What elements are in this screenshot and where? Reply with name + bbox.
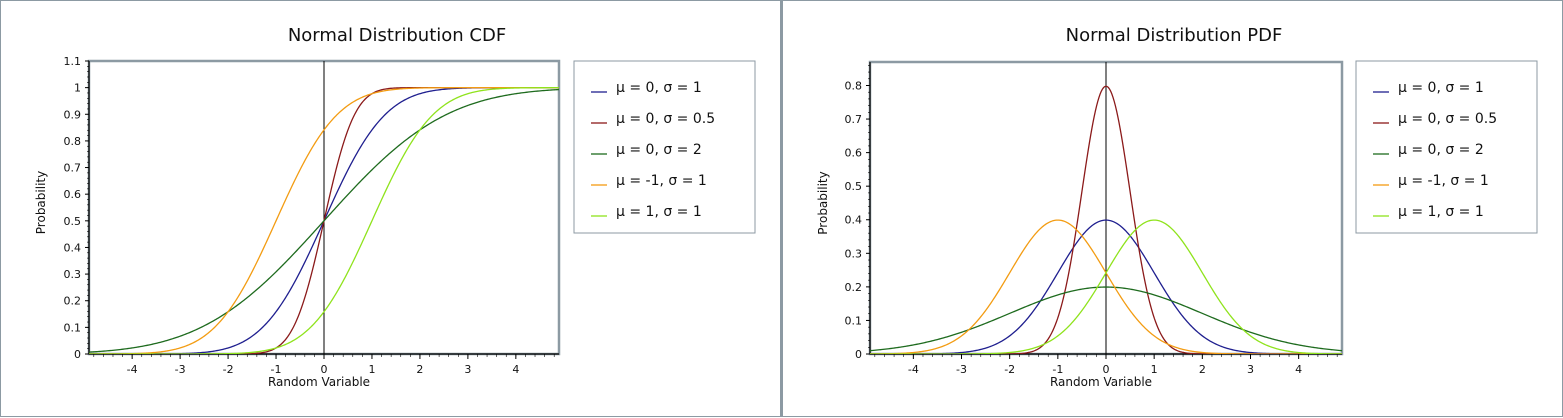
y-tick-label: 0.1: [845, 314, 863, 327]
x-tick-label: 2: [416, 363, 423, 376]
y-tick-label: 0.3: [64, 268, 82, 281]
y-tick-label: 0.9: [64, 108, 82, 121]
y-tick-label: 0.1: [64, 321, 82, 334]
y-tick-label: 0: [855, 348, 862, 361]
cdf-chart-panel: Normal Distribution CDF 0 0.1 0.2 0.3 0.4 0.5 0…: [0, 0, 781, 417]
x-tick-label: 3: [464, 363, 471, 376]
x-tick-label: 1: [1151, 363, 1158, 376]
y-tick-label: 0.8: [64, 135, 82, 148]
legend-entry: μ = 0, σ = 0.5: [1398, 111, 1497, 127]
cdf-chart: Normal Distribution CDF 0 0.1 0.2 0.3 0.4 0.5 0…: [34, 25, 756, 389]
y-tick-label: 0.4: [845, 214, 863, 227]
series-line-2: [89, 88, 559, 353]
series-line-4: [89, 87, 559, 354]
y-tick-label: 0.3: [845, 247, 863, 260]
x-tick-label: 4: [1295, 363, 1302, 376]
y-tick-label: 0.2: [64, 295, 82, 308]
y-tick-label: 0.4: [64, 241, 82, 254]
x-tick-label: 0: [321, 363, 328, 376]
x-tick-label: 1: [368, 363, 375, 376]
legend: μ = 0, σ = 1 μ = 0, σ = 0.5 μ = 0, σ = 2 μ …: [573, 60, 756, 234]
x-axis-label: Random Variable: [1050, 375, 1152, 389]
x-tick-label: -1: [271, 363, 282, 376]
legend-entry: μ = 0, σ = 2: [1398, 142, 1484, 158]
x-tick-label: -4: [127, 363, 138, 376]
x-tick-label: -3: [175, 363, 186, 376]
y-axis-label: Probability: [816, 171, 830, 234]
x-axis-label: Random Variable: [268, 375, 370, 389]
legend-entry: μ = 1, σ = 1: [1398, 204, 1484, 220]
y-axis-label: Probability: [34, 171, 48, 234]
series-line-3: [89, 86, 559, 354]
y-tick-label: 0: [74, 348, 81, 361]
y-tick-label: 0.7: [64, 162, 82, 175]
chart-title: Normal Distribution PDF: [1066, 25, 1283, 46]
chart-title: Normal Distribution CDF: [288, 25, 506, 46]
legend-box: [1355, 60, 1538, 234]
legend-entry: μ = -1, σ = 1: [1398, 173, 1489, 189]
y-tick-label: 1: [74, 82, 81, 95]
x-tick-label: 2: [1199, 363, 1206, 376]
y-tick-label: 0.6: [64, 188, 82, 201]
series-line-1: [870, 85, 1342, 354]
legend-entry: μ = -1, σ = 1: [616, 173, 707, 189]
y-tick-label: 0.8: [845, 79, 863, 92]
legend-box: [573, 60, 756, 234]
y-tick-label: 0.2: [845, 281, 863, 294]
x-tick-label: 3: [1247, 363, 1254, 376]
pdf-chart-panel: Normal Distribution PDF 0 0.1 0.2 0.3 0.4 0.5 0…: [781, 0, 1563, 417]
series-line-2: [870, 286, 1342, 352]
x-tick-label: -1: [1052, 363, 1063, 376]
x-tick-label: 4: [512, 363, 519, 376]
pdf-chart: Normal Distribution PDF 0 0.1 0.2 0.3 0.4 0.5 0…: [816, 25, 1538, 389]
x-tick-label: -2: [223, 363, 234, 376]
y-tick-label: 0.5: [845, 180, 863, 193]
legend-entry: μ = 1, σ = 1: [616, 204, 702, 220]
y-tick-label: 1.1: [64, 55, 82, 68]
y-tick-label: 0.5: [64, 215, 82, 228]
series-group: [870, 85, 1342, 354]
legend-entry: μ = 0, σ = 1: [616, 80, 702, 96]
y-tick-label: 0.7: [845, 113, 863, 126]
legend-entry: μ = 0, σ = 0.5: [616, 111, 715, 127]
x-tick-label: -2: [1004, 363, 1015, 376]
legend: μ = 0, σ = 1 μ = 0, σ = 0.5 μ = 0, σ = 2 μ …: [1355, 60, 1538, 234]
x-tick-label: 0: [1103, 363, 1110, 376]
series-group: [89, 86, 559, 354]
x-tick-label: -4: [908, 363, 919, 376]
series-line-4: [870, 219, 1342, 354]
y-tick-label: 0.6: [845, 147, 863, 160]
legend-entry: μ = 0, σ = 2: [616, 142, 702, 158]
legend-entry: μ = 0, σ = 1: [1398, 80, 1484, 96]
x-tick-label: -3: [956, 363, 967, 376]
